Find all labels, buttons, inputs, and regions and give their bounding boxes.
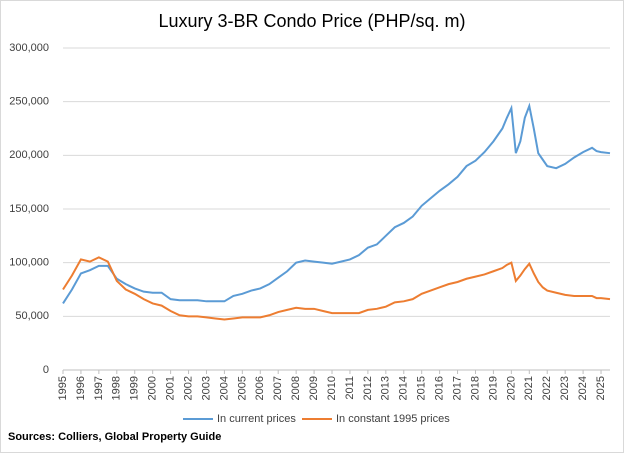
x-tick-label: 2014 bbox=[398, 376, 410, 400]
x-tick-label: 2020 bbox=[505, 376, 517, 400]
x-tick-label: 2018 bbox=[469, 376, 481, 400]
x-tick-label: 2007 bbox=[272, 376, 284, 400]
y-tick-label: 150,000 bbox=[9, 203, 49, 215]
x-tick-label: 2025 bbox=[595, 376, 607, 400]
x-tick-label: 2021 bbox=[523, 376, 535, 400]
x-tick-label: 2023 bbox=[559, 376, 571, 400]
x-tick-label: 2004 bbox=[218, 376, 230, 400]
x-tick-label: 2000 bbox=[147, 376, 159, 400]
x-tick-label: 2005 bbox=[236, 376, 248, 400]
series-line bbox=[62, 102, 611, 304]
y-tick-label: 100,000 bbox=[9, 257, 49, 269]
legend-label: In constant 1995 prices bbox=[336, 413, 450, 425]
x-tick-label: 2011 bbox=[344, 376, 356, 400]
x-tick-label: 2022 bbox=[541, 376, 553, 400]
x-tick-label: 1995 bbox=[57, 376, 69, 400]
x-tick-label: 1998 bbox=[111, 376, 123, 400]
x-tick-label: 2009 bbox=[308, 376, 320, 400]
x-tick-label: 2013 bbox=[380, 376, 392, 400]
x-tick-label: 2015 bbox=[416, 376, 428, 400]
x-tick-label: 2006 bbox=[254, 376, 266, 400]
x-tick-label: 2017 bbox=[451, 376, 463, 400]
legend-label: In current prices bbox=[217, 413, 296, 425]
x-tick-label: 2019 bbox=[487, 376, 499, 400]
y-tick-label: 50,000 bbox=[15, 310, 49, 322]
x-tick-label: 2010 bbox=[326, 376, 338, 400]
y-tick-label: 200,000 bbox=[9, 149, 49, 161]
chart-title: Luxury 3-BR Condo Price (PHP/sq. m) bbox=[158, 11, 465, 31]
x-tick-label: 2001 bbox=[165, 376, 177, 400]
x-tick-label: 2016 bbox=[434, 376, 446, 400]
x-tick-label: 1997 bbox=[93, 376, 105, 400]
x-tick-label: 2002 bbox=[182, 376, 194, 400]
x-tick-label: 1999 bbox=[129, 376, 141, 400]
y-tick-label: 0 bbox=[43, 364, 49, 376]
x-tick-label: 2024 bbox=[577, 376, 589, 400]
source-note: Sources: Colliers, Global Property Guide bbox=[8, 431, 221, 443]
x-tick-label: 1996 bbox=[75, 376, 87, 400]
x-tick-label: 2008 bbox=[290, 376, 302, 400]
y-tick-label: 250,000 bbox=[9, 96, 49, 108]
series-line bbox=[62, 256, 611, 321]
x-tick-label: 2003 bbox=[200, 376, 212, 400]
y-tick-label: 300,000 bbox=[9, 42, 49, 54]
x-tick-label: 2012 bbox=[362, 376, 374, 400]
